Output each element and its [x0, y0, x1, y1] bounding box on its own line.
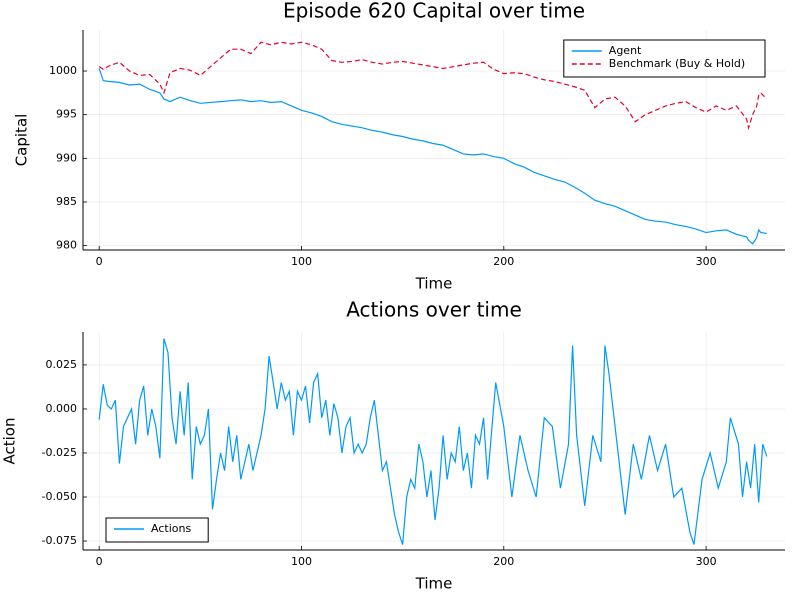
y-tick-label: 0.025 — [46, 358, 78, 371]
y-tick-label: -0.025 — [42, 446, 77, 459]
y-axis-label: Action — [1, 418, 19, 465]
chart-title: Episode 620 Capital over time — [283, 0, 585, 23]
legend-box — [563, 39, 766, 78]
series-line — [98, 41, 768, 131]
x-tick-label: 100 — [291, 255, 312, 268]
y-tick-label: 995 — [56, 108, 77, 121]
y-axis-label: Capital — [13, 114, 31, 167]
x-tick-label: 100 — [291, 555, 312, 568]
x-tick-label: 0 — [96, 255, 103, 268]
y-tick-label: -0.075 — [42, 534, 77, 547]
x-axis-label: Time — [415, 575, 453, 593]
x-tick-label: 300 — [696, 555, 717, 568]
y-tick-label: 0.000 — [46, 402, 78, 415]
x-tick-label: 0 — [96, 555, 103, 568]
legend-label: Actions — [151, 522, 191, 535]
series-line — [98, 338, 768, 545]
legend-box — [105, 517, 209, 543]
y-tick-label: 1000 — [49, 64, 77, 77]
x-axis-label: Time — [415, 275, 453, 293]
x-tick-label: 200 — [493, 555, 514, 568]
y-tick-label: 990 — [56, 151, 77, 164]
x-tick-label: 300 — [696, 255, 717, 268]
y-tick-label: 985 — [56, 195, 77, 208]
x-tick-label: 200 — [493, 255, 514, 268]
legend-label: Agent — [609, 44, 642, 57]
y-tick-label: -0.050 — [42, 490, 77, 503]
chart-title: Actions over time — [346, 298, 522, 322]
legend-label: Benchmark (Buy & Hold) — [609, 57, 745, 70]
y-tick-label: 980 — [56, 239, 77, 252]
series-line — [98, 68, 767, 245]
